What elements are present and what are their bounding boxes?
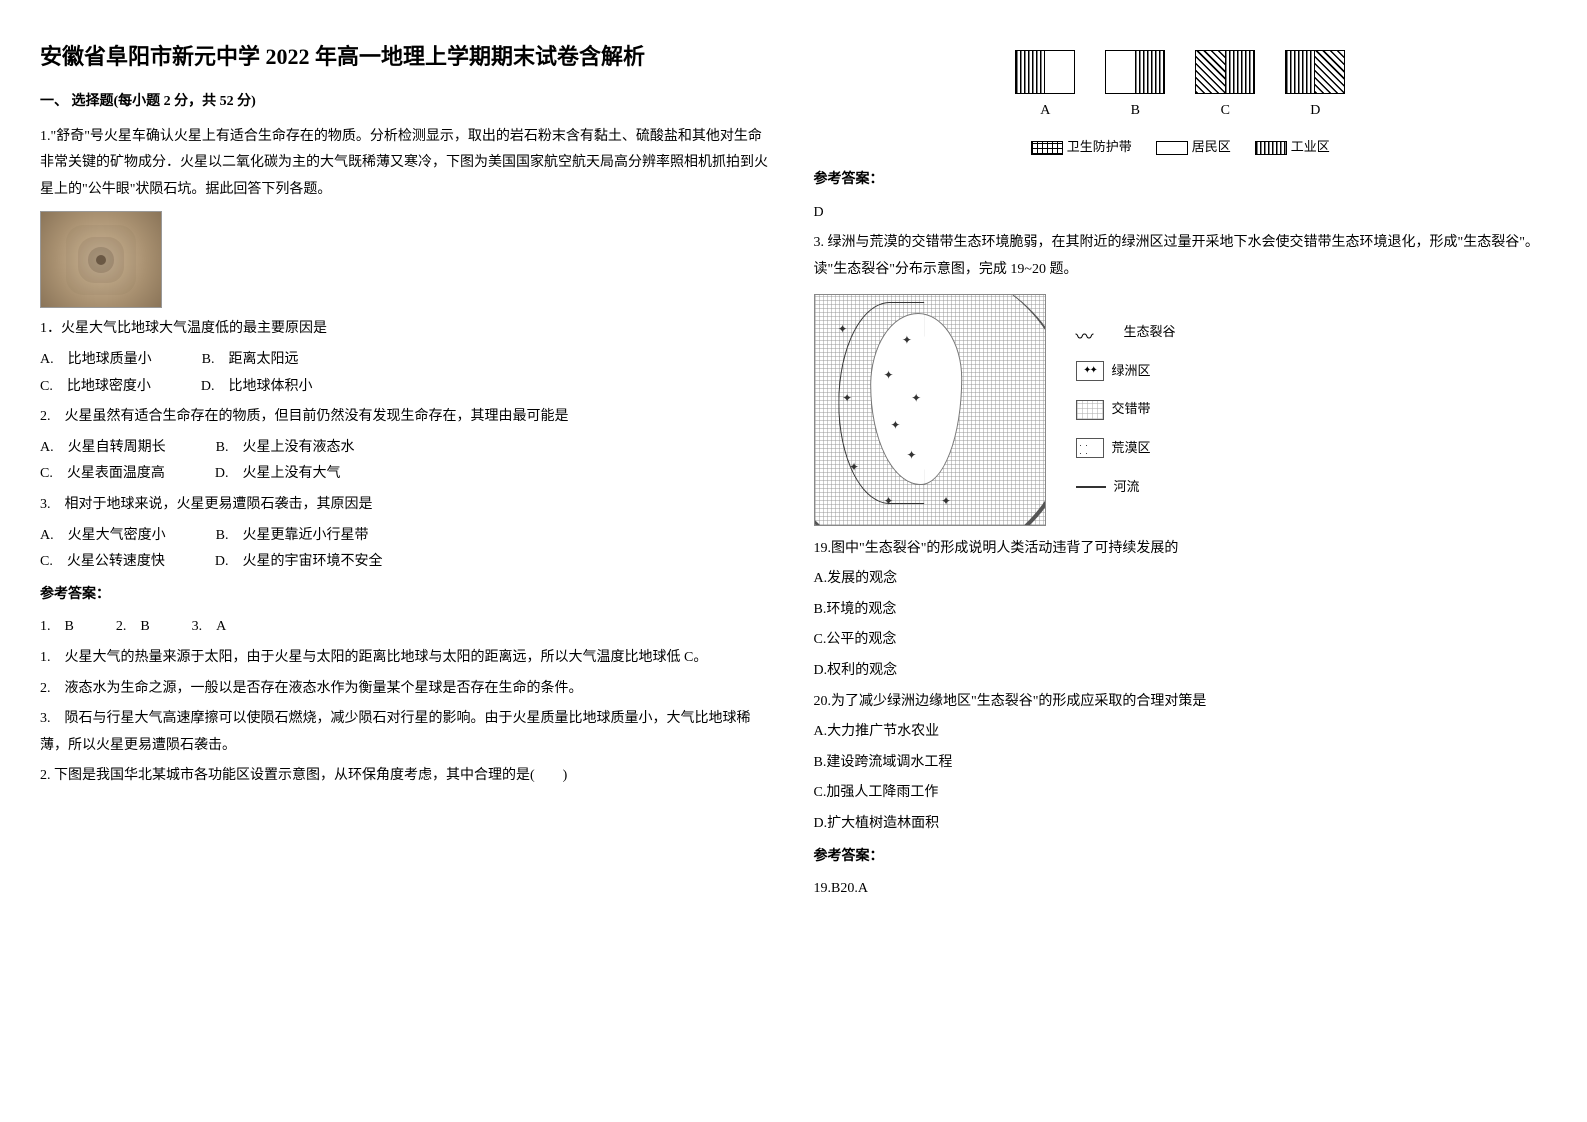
q1-sub1-opt-c: C. 比地球密度小 [40, 374, 151, 401]
zone-legend: 卫生防护带 居民区 工业区 [814, 135, 1548, 160]
zone-option-d: D [1285, 50, 1345, 125]
q2-stem: 2. 下图是我国华北某城市各功能区设置示意图，从环保角度考虑，其中合理的是( ) [40, 763, 774, 790]
q3-20-opt-c: C.加强人工降雨工作 [814, 780, 1548, 807]
exam-title: 安徽省阜阳市新元中学 2022 年高一地理上学期期末试卷含解析 [40, 40, 774, 73]
zone-b-label: B [1131, 98, 1140, 125]
q1-sub3-stem: 3. 相对于地球来说，火星更易遭陨石袭击，其原因是 [40, 492, 774, 519]
q2-answer: D [814, 200, 1548, 227]
right-column: A B C D 卫生防护带 居民区 工业区 参考答案： D 3. 绿洲与荒漠的交… [814, 40, 1548, 907]
eco-legend: 生态裂谷 ✦✦绿洲区 交错带 荒漠区 河流 [1076, 320, 1176, 499]
legend-inter: 交错带 [1076, 397, 1176, 422]
oasis-marker-icon: ✦ [884, 364, 894, 387]
oasis-marker-icon: ✦ [907, 444, 917, 467]
section-1-heading: 一、 选择题(每小题 2 分，共 52 分) [40, 89, 774, 116]
q3-20-opt-d: D.扩大植树造林面积 [814, 811, 1548, 838]
q1-sub2-row1: A. 火星自转周期长 B. 火星上没有液态水 [40, 435, 774, 462]
q1-sub2-opt-b: B. 火星上没有液态水 [216, 435, 355, 462]
legend-crack: 生态裂谷 [1076, 320, 1176, 345]
q1-explanation-1: 1. 火星大气的热量来源于太阳，由于火星与太阳的距离比地球与太阳的距离远，所以大… [40, 645, 774, 672]
oasis-marker-icon: ✦ [849, 456, 859, 479]
zone-a-label: A [1040, 98, 1050, 125]
q2-answer-label: 参考答案： [814, 167, 1548, 194]
q1-sub3-row1: A. 火星大气密度小 B. 火星更靠近小行星带 [40, 523, 774, 550]
q1-sub2-opt-c: C. 火星表面温度高 [40, 461, 165, 488]
q3-20-opt-b: B.建设跨流域调水工程 [814, 750, 1548, 777]
q1-intro: 1."舒奇"号火星车确认火星上有适合生命存在的物质。分析检测显示，取出的岩石粉末… [40, 124, 774, 204]
q1-sub1-row1: A. 比地球质量小 B. 距离太阳远 [40, 347, 774, 374]
q1-sub1-opt-b: B. 距离太阳远 [202, 347, 299, 374]
q3-19-opt-d: D.权利的观念 [814, 658, 1548, 685]
oasis-marker-icon: ✦ [902, 329, 912, 352]
oasis-marker-icon: ✦ [838, 318, 848, 341]
q3-intro: 3. 绿洲与荒漠的交错带生态环境脆弱，在其附近的绿洲区过量开采地下水会使交错带生… [814, 230, 1548, 283]
zone-option-c: C [1195, 50, 1255, 125]
q3-19-opt-c: C.公平的观念 [814, 627, 1548, 654]
q3-20-opt-a: A.大力推广节水农业 [814, 719, 1548, 746]
legend-river: 河流 [1076, 475, 1176, 500]
oasis-marker-icon: ✦ [884, 490, 894, 513]
oasis-marker-icon: ✦ [941, 490, 951, 513]
oasis-marker-icon: ✦ [911, 387, 921, 410]
eco-valley-diagram: ✦ ✦ ✦ ✦ ✦ ✦ ✦ ✦ ✦ ✦ 生态裂谷 ✦✦绿洲区 交错带 荒漠区 河… [814, 294, 1548, 526]
q3-sub19-stem: 19.图中"生态裂谷"的形成说明人类活动违背了可持续发展的 [814, 536, 1548, 563]
q1-explanation-2: 2. 液态水为生命之源，一般以是否存在液态水作为衡量某个星球是否存在生命的条件。 [40, 676, 774, 703]
q3-answer-label: 参考答案： [814, 844, 1548, 871]
legend-oasis: ✦✦绿洲区 [1076, 359, 1176, 384]
q3-19-opt-b: B.环境的观念 [814, 597, 1548, 624]
q1-sub3-opt-c: C. 火星公转速度快 [40, 549, 165, 576]
eco-map: ✦ ✦ ✦ ✦ ✦ ✦ ✦ ✦ ✦ ✦ [814, 294, 1046, 526]
q1-sub2-opt-d: D. 火星上没有大气 [215, 461, 341, 488]
zone-d-label: D [1310, 98, 1320, 125]
q1-sub2-opt-a: A. 火星自转周期长 [40, 435, 166, 462]
q1-answer-label: 参考答案： [40, 582, 774, 609]
legend-indus: 工业区 [1255, 135, 1330, 160]
oasis-marker-icon: ✦ [890, 414, 900, 437]
zone-c-label: C [1221, 98, 1230, 125]
q3-19-opt-a: A.发展的观念 [814, 566, 1548, 593]
legend-protect: 卫生防护带 [1031, 135, 1132, 160]
q1-sub3-opt-a: A. 火星大气密度小 [40, 523, 166, 550]
q1-sub3-opt-d: D. 火星的宇宙环境不安全 [215, 549, 383, 576]
q1-answer-line: 1. B 2. B 3. A [40, 614, 774, 641]
city-zone-diagram: A B C D 卫生防护带 居民区 工业区 [814, 50, 1548, 159]
q3-answer: 19.B20.A [814, 876, 1548, 903]
zone-option-b: B [1105, 50, 1165, 125]
q1-sub3-opt-b: B. 火星更靠近小行星带 [216, 523, 369, 550]
q1-sub1-opt-a: A. 比地球质量小 [40, 347, 152, 374]
q1-sub1-opt-d: D. 比地球体积小 [201, 374, 313, 401]
q1-sub1-row2: C. 比地球密度小 D. 比地球体积小 [40, 374, 774, 401]
left-column: 安徽省阜阳市新元中学 2022 年高一地理上学期期末试卷含解析 一、 选择题(每… [40, 40, 774, 907]
q1-sub2-stem: 2. 火星虽然有适合生命存在的物质，但目前仍然没有发现生命存在，其理由最可能是 [40, 404, 774, 431]
legend-resid: 居民区 [1156, 135, 1231, 160]
mars-crater-image [40, 211, 162, 308]
q1-explanation-3: 3. 陨石与行星大气高速摩擦可以使陨石燃烧，减少陨石对行星的影响。由于火星质量比… [40, 706, 774, 759]
q1-sub1-stem: 1．火星大气比地球大气温度低的最主要原因是 [40, 316, 774, 343]
legend-desert: 荒漠区 [1076, 436, 1176, 461]
zone-option-a: A [1015, 50, 1075, 125]
q3-sub20-stem: 20.为了减少绿洲边缘地区"生态裂谷"的形成应采取的合理对策是 [814, 689, 1548, 716]
q1-sub2-row2: C. 火星表面温度高 D. 火星上没有大气 [40, 461, 774, 488]
zone-options-row: A B C D [814, 50, 1548, 125]
q1-sub3-row2: C. 火星公转速度快 D. 火星的宇宙环境不安全 [40, 549, 774, 576]
oasis-marker-icon: ✦ [842, 387, 852, 410]
